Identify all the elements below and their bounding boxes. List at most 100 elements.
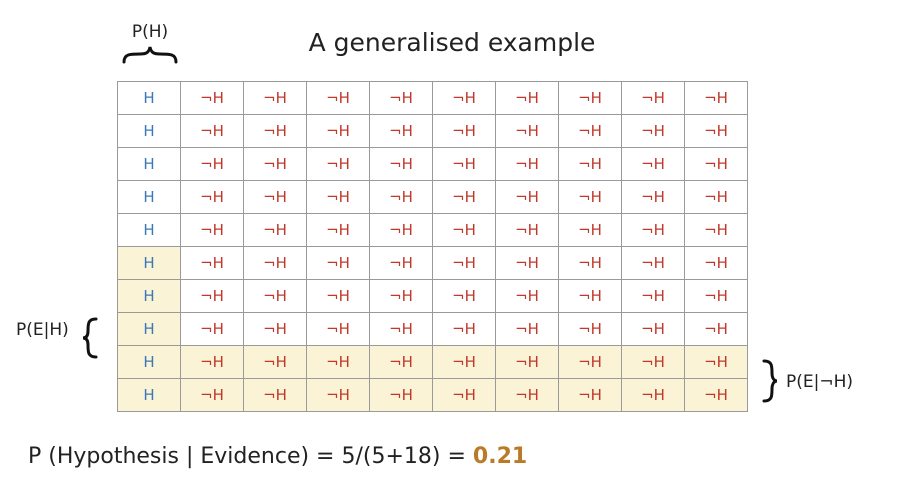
grid-cell-not-h: ¬H bbox=[621, 147, 685, 181]
grid-cell-not-h: ¬H bbox=[243, 180, 307, 214]
grid-cell-not-h: ¬H bbox=[369, 114, 433, 148]
grid-cell-not-h: ¬H bbox=[243, 312, 307, 346]
grid-cell-not-h: ¬H bbox=[306, 147, 370, 181]
grid-cell-not-h: ¬H bbox=[558, 279, 622, 313]
grid-cell-h: H bbox=[117, 81, 181, 115]
grid-cell-not-h: ¬H bbox=[684, 180, 748, 214]
grid-cell-h: H bbox=[117, 279, 181, 313]
grid-cell-not-h: ¬H bbox=[558, 378, 622, 412]
grid-cell-not-h: ¬H bbox=[243, 378, 307, 412]
grid-cell-not-h: ¬H bbox=[432, 81, 496, 115]
p-e-given-h-label: P(E|H) bbox=[16, 320, 69, 340]
grid-cell-not-h: ¬H bbox=[684, 147, 748, 181]
grid-row: H ¬H ¬H ¬H ¬H ¬H ¬H ¬H ¬H ¬H bbox=[117, 147, 748, 181]
grid-cell-not-h: ¬H bbox=[432, 180, 496, 214]
grid-cell-not-h: ¬H bbox=[432, 312, 496, 346]
grid-cell-not-h: ¬H bbox=[558, 180, 622, 214]
grid-cell-not-h: ¬H bbox=[243, 246, 307, 280]
grid-cell-not-h: ¬H bbox=[684, 114, 748, 148]
grid-cell-not-h: ¬H bbox=[495, 81, 559, 115]
grid-cell-not-h: ¬H bbox=[180, 114, 244, 148]
grid-cell-not-h: ¬H bbox=[306, 246, 370, 280]
grid-cell-not-h: ¬H bbox=[180, 378, 244, 412]
grid-cell-not-h: ¬H bbox=[495, 213, 559, 247]
p-h-label: P(H) bbox=[131, 22, 169, 42]
formula-expression: P (Hypothesis | Evidence) = 5/(5+18) = bbox=[28, 444, 473, 469]
grid-cell-h: H bbox=[117, 246, 181, 280]
grid-row: H ¬H ¬H ¬H ¬H ¬H ¬H ¬H ¬H ¬H bbox=[117, 279, 748, 313]
grid-cell-not-h: ¬H bbox=[180, 147, 244, 181]
grid-cell-not-h: ¬H bbox=[558, 81, 622, 115]
grid-cell-h: H bbox=[117, 312, 181, 346]
grid-cell-not-h: ¬H bbox=[558, 147, 622, 181]
grid-cell-not-h: ¬H bbox=[684, 345, 748, 379]
grid-cell-not-h: ¬H bbox=[495, 279, 559, 313]
grid-cell-not-h: ¬H bbox=[306, 312, 370, 346]
grid-cell-not-h: ¬H bbox=[180, 345, 244, 379]
formula-result: 0.21 bbox=[472, 444, 528, 469]
grid-cell-not-h: ¬H bbox=[621, 213, 685, 247]
grid-cell-not-h: ¬H bbox=[180, 246, 244, 280]
grid-cell-not-h: ¬H bbox=[621, 312, 685, 346]
grid-cell-not-h: ¬H bbox=[243, 279, 307, 313]
grid-cell-not-h: ¬H bbox=[621, 378, 685, 412]
grid-cell-not-h: ¬H bbox=[432, 345, 496, 379]
grid-cell-not-h: ¬H bbox=[369, 81, 433, 115]
grid-cell-h: H bbox=[117, 213, 181, 247]
grid-cell-not-h: ¬H bbox=[684, 246, 748, 280]
grid-cell-not-h: ¬H bbox=[684, 213, 748, 247]
grid-row: H ¬H ¬H ¬H ¬H ¬H ¬H ¬H ¬H ¬H bbox=[117, 345, 748, 379]
grid-row: H ¬H ¬H ¬H ¬H ¬H ¬H ¬H ¬H ¬H bbox=[117, 180, 748, 214]
grid-cell-not-h: ¬H bbox=[495, 180, 559, 214]
grid-cell-not-h: ¬H bbox=[558, 246, 622, 280]
grid-cell-not-h: ¬H bbox=[369, 378, 433, 412]
p-h-brace-icon bbox=[122, 46, 178, 64]
grid-cell-h: H bbox=[117, 114, 181, 148]
grid-cell-not-h: ¬H bbox=[369, 180, 433, 214]
grid-cell-not-h: ¬H bbox=[684, 81, 748, 115]
grid-cell-not-h: ¬H bbox=[621, 114, 685, 148]
grid-cell-not-h: ¬H bbox=[243, 114, 307, 148]
grid-cell-not-h: ¬H bbox=[180, 81, 244, 115]
grid-cell-not-h: ¬H bbox=[495, 114, 559, 148]
grid-cell-not-h: ¬H bbox=[180, 279, 244, 313]
grid-cell-not-h: ¬H bbox=[369, 279, 433, 313]
grid-cell-not-h: ¬H bbox=[495, 378, 559, 412]
grid-cell-not-h: ¬H bbox=[558, 114, 622, 148]
grid-cell-not-h: ¬H bbox=[369, 213, 433, 247]
grid-cell-not-h: ¬H bbox=[621, 180, 685, 214]
grid-cell-not-h: ¬H bbox=[621, 81, 685, 115]
grid-cell-not-h: ¬H bbox=[558, 213, 622, 247]
grid-cell-not-h: ¬H bbox=[180, 312, 244, 346]
grid-row: H ¬H ¬H ¬H ¬H ¬H ¬H ¬H ¬H ¬H bbox=[117, 114, 748, 148]
grid-cell-h: H bbox=[117, 345, 181, 379]
page-title: A generalised example bbox=[308, 28, 596, 57]
p-e-given-not-h-label: P(E|¬H) bbox=[786, 372, 854, 392]
grid-cell-not-h: ¬H bbox=[243, 213, 307, 247]
grid-cell-not-h: ¬H bbox=[558, 345, 622, 379]
grid-cell-not-h: ¬H bbox=[369, 345, 433, 379]
grid-cell-not-h: ¬H bbox=[243, 345, 307, 379]
grid-cell-not-h: ¬H bbox=[432, 279, 496, 313]
hypothesis-grid: H ¬H ¬H ¬H ¬H ¬H ¬H ¬H ¬H ¬H H ¬H ¬H ¬H ¬H ¬H ¬H ¬H ¬H ¬H H ¬… bbox=[117, 81, 748, 412]
grid-cell-not-h: ¬H bbox=[243, 147, 307, 181]
grid-cell-not-h: ¬H bbox=[684, 279, 748, 313]
grid-cell-not-h: ¬H bbox=[369, 147, 433, 181]
grid-cell-not-h: ¬H bbox=[558, 312, 622, 346]
grid-row: H ¬H ¬H ¬H ¬H ¬H ¬H ¬H ¬H ¬H bbox=[117, 81, 748, 115]
grid-cell-not-h: ¬H bbox=[495, 312, 559, 346]
grid-cell-not-h: ¬H bbox=[306, 213, 370, 247]
grid-cell-not-h: ¬H bbox=[621, 246, 685, 280]
grid-cell-not-h: ¬H bbox=[369, 246, 433, 280]
p-e-given-h-brace-icon bbox=[82, 317, 98, 359]
grid-cell-h: H bbox=[117, 147, 181, 181]
p-e-given-not-h-brace-icon bbox=[762, 359, 778, 403]
grid-cell-not-h: ¬H bbox=[432, 378, 496, 412]
grid-cell-not-h: ¬H bbox=[621, 279, 685, 313]
grid-cell-not-h: ¬H bbox=[306, 378, 370, 412]
grid-cell-not-h: ¬H bbox=[432, 147, 496, 181]
grid-cell-not-h: ¬H bbox=[306, 180, 370, 214]
grid-cell-not-h: ¬H bbox=[432, 213, 496, 247]
grid-cell-not-h: ¬H bbox=[621, 345, 685, 379]
grid-cell-not-h: ¬H bbox=[306, 114, 370, 148]
